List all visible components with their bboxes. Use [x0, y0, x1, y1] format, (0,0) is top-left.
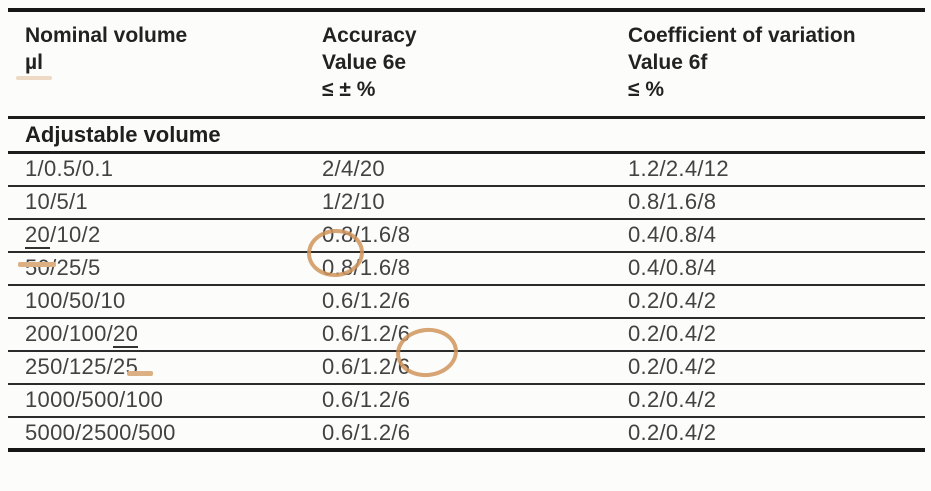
cv-cell: 0.2/0.4/2	[628, 419, 717, 445]
nominal-cell: 10/5/1	[8, 186, 322, 219]
accuracy-cell: 0.6/1.2/6	[322, 321, 411, 346]
header-line: Value 6e	[322, 51, 407, 74]
nominal-underlined-text: 20	[25, 222, 51, 249]
header-line: Value 6f	[628, 51, 708, 74]
nominal-text: 10/5/1	[25, 189, 88, 214]
nominal-cell: 100/50/10	[8, 285, 322, 318]
table-header-row: Nominal volume µl Accuracy Value 6e ≤ ± …	[8, 10, 925, 118]
spec-table: Nominal volume µl Accuracy Value 6e ≤ ± …	[8, 8, 925, 452]
nominal-text: 50/25/5	[25, 255, 101, 280]
nominal-text: 100/50/10	[25, 288, 126, 313]
header-nominal-volume: Nominal volume µl	[8, 10, 322, 118]
cv-cell: 0.4/0.8/4	[628, 222, 717, 247]
table-row: 5000/2500/500 0.6/1.2/6 0.2/0.4/2	[8, 417, 925, 450]
table-row: 250/125/25 0.6/1.2/6 0.2/0.4/2	[8, 351, 925, 384]
section-title: Adjustable volume	[25, 122, 221, 147]
nominal-text: 250/125/25	[25, 354, 139, 379]
table-row: 1/0.5/0.1 2/4/20 1.2/2.4/12	[8, 153, 925, 186]
section-header-row: Adjustable volume	[8, 118, 925, 153]
accuracy-cell: 1/2/10	[322, 189, 385, 214]
header-accuracy: Accuracy Value 6e ≤ ± %	[322, 10, 628, 118]
nominal-text: 1000/500/100	[25, 387, 164, 412]
accuracy-cell: 0.8/1.6/8	[322, 255, 411, 280]
nominal-cell: 50/25/5	[8, 252, 322, 285]
nominal-text: 200/100/	[25, 321, 114, 346]
table-row: 100/50/10 0.6/1.2/6 0.2/0.4/2	[8, 285, 925, 318]
nominal-text: 1/0.5/0.1	[25, 156, 114, 182]
table-row: 1000/500/100 0.6/1.2/6 0.2/0.4/2	[8, 384, 925, 417]
table-row: 10/5/1 1/2/10 0.8/1.6/8	[8, 186, 925, 219]
table-row: 50/25/5 0.8/1.6/8 0.4/0.8/4	[8, 252, 925, 285]
header-line: ≤ ± %	[322, 78, 376, 101]
nominal-text: 5000/2500/500	[25, 419, 176, 445]
table-row: 20/10/2 0.8/1.6/8 0.4/0.8/4	[8, 219, 925, 252]
cv-cell: 0.2/0.4/2	[628, 354, 717, 379]
header-line: µl	[25, 51, 43, 74]
header-line: Coefficient of variation	[628, 24, 856, 47]
table-row: 200/100/20 0.6/1.2/6 0.2/0.4/2	[8, 318, 925, 351]
header-line: Nominal volume	[25, 24, 188, 47]
accuracy-cell: 0.6/1.2/6	[322, 387, 411, 412]
cv-cell: 0.2/0.4/2	[628, 387, 717, 412]
nominal-cell: 250/125/25	[8, 351, 322, 384]
header-line: Accuracy	[322, 24, 417, 47]
accuracy-cell: 2/4/20	[322, 156, 385, 182]
cv-cell: 0.2/0.4/2	[628, 321, 717, 346]
header-coefficient-of-variation: Coefficient of variation Value 6f ≤ %	[628, 10, 925, 118]
nominal-text: /10/2	[50, 222, 101, 247]
accuracy-cell: 0.6/1.2/6	[322, 354, 411, 379]
cv-cell: 0.8/1.6/8	[628, 189, 717, 214]
nominal-underlined-text: 20	[113, 321, 139, 348]
nominal-cell: 1/0.5/0.1	[8, 153, 322, 186]
accuracy-cell: 0.6/1.2/6	[322, 288, 411, 313]
nominal-cell: 20/10/2	[8, 219, 322, 252]
accuracy-cell: 0.6/1.2/6	[322, 419, 411, 445]
nominal-cell: 1000/500/100	[8, 384, 322, 417]
cv-cell: 1.2/2.4/12	[628, 156, 729, 182]
accuracy-cell: 0.8/1.6/8	[322, 222, 411, 247]
cv-cell: 0.2/0.4/2	[628, 288, 717, 313]
cv-cell: 0.4/0.8/4	[628, 255, 717, 280]
nominal-cell: 5000/2500/500	[8, 417, 322, 450]
header-line: ≤ %	[628, 78, 665, 101]
nominal-cell: 200/100/20	[8, 318, 322, 351]
